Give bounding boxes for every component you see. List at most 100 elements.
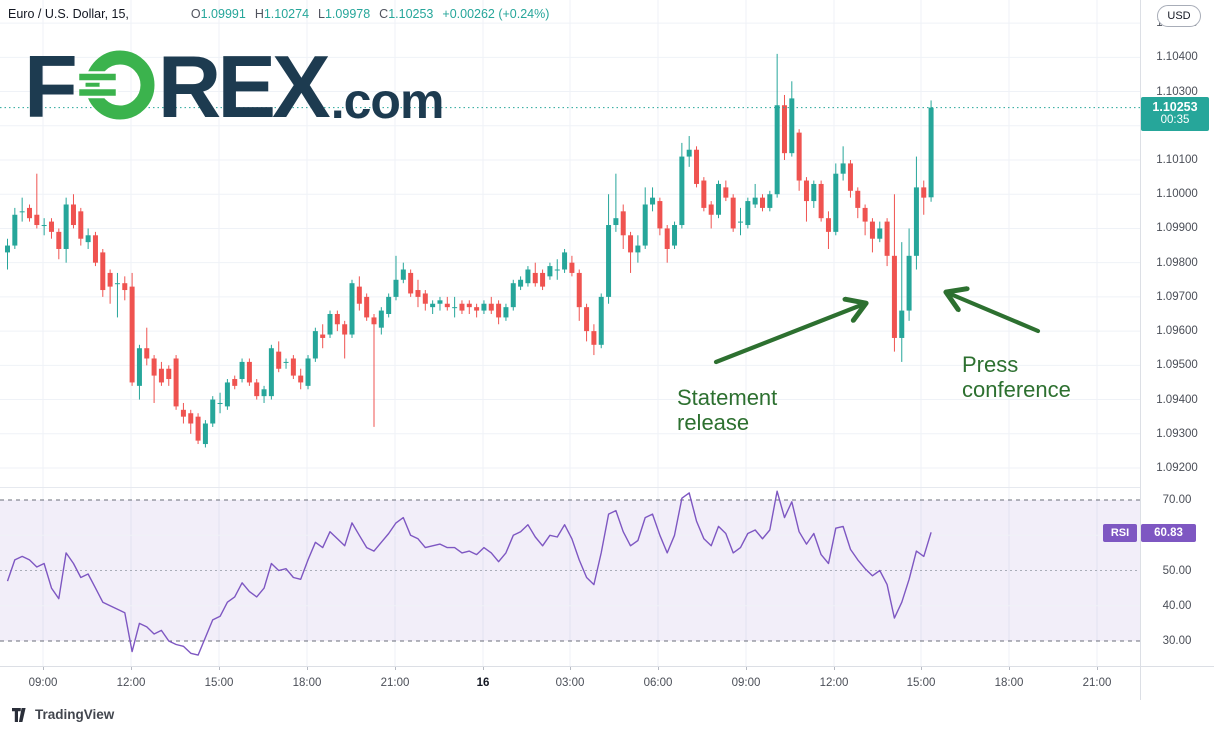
time-axis-label[interactable]: 09:00 (731, 677, 761, 689)
candle-body (466, 303, 472, 308)
candle-body (613, 218, 619, 226)
candle-body (107, 272, 113, 287)
price-axis-label[interactable]: 1.09300 (1156, 427, 1198, 440)
candle-body (349, 283, 355, 335)
candle-body (34, 214, 40, 226)
rsi-axis-label[interactable]: 40.00 (1162, 599, 1192, 612)
price-axis-label[interactable]: 1.09700 (1156, 290, 1198, 303)
change-value: +0.00262 (+0.24%) (442, 7, 550, 21)
candle-body (342, 324, 348, 335)
time-axis-label[interactable]: 15:00 (204, 677, 234, 689)
candle-body (173, 358, 179, 407)
time-axis-label[interactable]: 09:00 (28, 677, 58, 689)
ohlc-open: O1.09991 (190, 7, 246, 21)
candle-body (921, 187, 927, 198)
candle-body (320, 334, 326, 338)
candle-body (738, 221, 743, 223)
candle-body (796, 132, 802, 181)
time-axis-label[interactable]: 12:00 (819, 677, 849, 689)
price-axis-label[interactable]: 1.10100 (1156, 154, 1198, 166)
candle-body (510, 283, 516, 308)
candle-body (833, 173, 839, 232)
candle-body (686, 149, 692, 157)
rsi-axis-label[interactable]: 30.00 (1162, 635, 1192, 647)
price-chart-canvas[interactable] (0, 0, 1214, 700)
tradingview-logo-icon (12, 707, 26, 722)
candle-body (180, 409, 186, 417)
ohlc-low: L1.09978 (318, 7, 371, 21)
candle-body (650, 197, 656, 205)
candle-body (19, 211, 25, 213)
time-axis-label[interactable]: 12:00 (116, 677, 146, 689)
price-axis-label[interactable]: 1.09900 (1156, 222, 1198, 235)
rsi-axis-label[interactable]: 70.00 (1162, 494, 1192, 506)
price-axis-label[interactable]: 1.10000 (1156, 188, 1198, 201)
time-axis-label[interactable]: 18:00 (292, 677, 322, 689)
candle-body (312, 331, 318, 359)
candle-body (862, 207, 868, 222)
price-axis-label[interactable]: 1.10300 (1156, 85, 1198, 98)
currency-toggle-button[interactable]: USD (1157, 5, 1201, 27)
price-axis-label[interactable]: 1.09600 (1156, 325, 1198, 338)
price-axis-label[interactable]: 1.09400 (1156, 393, 1198, 406)
forex-logo-f: F (24, 37, 78, 137)
time-axis-label[interactable]: 15:00 (906, 677, 936, 689)
time-axis[interactable]: 09:00 12:00 15:00 18:00 21:00 16 03:00 06:00 09:… (0, 666, 1214, 700)
candle-body (518, 279, 524, 287)
candle-body (70, 204, 76, 226)
candle-body (606, 225, 612, 297)
time-axis-tick (483, 666, 484, 670)
time-axis-tick (921, 666, 922, 670)
candle-body (327, 313, 333, 335)
candle-body (745, 201, 751, 226)
forex-logo: F REX .com (24, 37, 444, 137)
candle-body (906, 255, 912, 311)
price-axis-label[interactable]: 1.10400 (1156, 51, 1198, 64)
time-axis-label[interactable]: 06:00 (643, 677, 673, 689)
candle-body (840, 163, 846, 174)
candle-body (818, 183, 824, 219)
candle-body (869, 221, 875, 239)
candle-body (554, 269, 560, 271)
candle-body (144, 348, 150, 359)
pane-divider[interactable] (0, 487, 1140, 488)
candle-body (789, 98, 795, 154)
candle-body (540, 272, 546, 287)
candle-body (305, 358, 311, 386)
candle-body (781, 105, 787, 154)
price-axis-label[interactable]: 1.09500 (1156, 359, 1198, 372)
candle-body (620, 211, 626, 236)
time-axis-label[interactable]: 21:00 (380, 677, 410, 689)
candle-body (767, 194, 773, 208)
price-axis-label[interactable]: 1.09200 (1156, 461, 1198, 474)
candle-body (855, 190, 861, 208)
tradingview-attribution[interactable]: TradingView (12, 707, 114, 722)
candle-body (701, 180, 707, 208)
symbol-title[interactable]: Euro / U.S. Dollar, 15, (8, 7, 129, 21)
time-axis-label[interactable]: 03:00 (555, 677, 585, 689)
price-axis[interactable]: 1.105001.104001.103001.101001.100001.099… (1140, 0, 1214, 666)
annotation-arrow[interactable] (948, 293, 1041, 334)
candle-body (716, 183, 722, 215)
annotation-arrow[interactable] (713, 304, 864, 365)
candle-body (386, 296, 392, 314)
candle-body (41, 225, 47, 227)
candle-body (290, 358, 296, 376)
candle-body (122, 283, 128, 291)
candle-body (422, 293, 428, 304)
time-axis-label[interactable]: 21:00 (1082, 677, 1112, 689)
candle-body (642, 204, 648, 246)
annotation-press-conference[interactable]: Press conference (962, 352, 1071, 402)
annotation-line: Statement (677, 385, 778, 410)
candle-body (496, 303, 502, 318)
ohlc-high: H1.10274 (254, 7, 310, 21)
current-price-value: 1.10253 (1152, 100, 1198, 114)
candle-body (488, 303, 494, 311)
price-axis-label[interactable]: 1.09800 (1156, 256, 1198, 269)
time-axis-label[interactable]: 16 (476, 677, 490, 689)
annotation-statement-release[interactable]: Statement release (677, 385, 777, 435)
time-axis-label[interactable]: 18:00 (994, 677, 1024, 689)
rsi-axis-label[interactable]: 50.00 (1162, 564, 1192, 577)
candle-body (371, 317, 377, 325)
candle-body (430, 303, 436, 308)
